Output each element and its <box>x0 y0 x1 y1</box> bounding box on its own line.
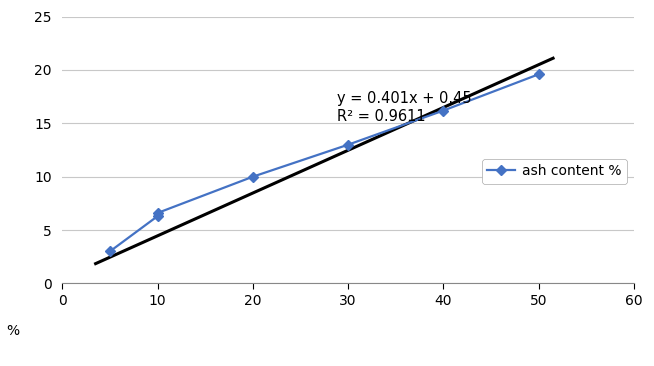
Line: ash content %: ash content % <box>107 71 542 255</box>
ash content % <box>439 108 447 113</box>
ash content % <box>154 214 162 219</box>
ash content % <box>249 175 257 179</box>
Text: %: % <box>7 324 20 338</box>
Text: y = 0.401x + 0.45
R² = 0.9611: y = 0.401x + 0.45 R² = 0.9611 <box>337 91 472 124</box>
ash content % <box>106 249 114 254</box>
ash content % <box>154 211 162 215</box>
ash content % <box>535 72 543 76</box>
ash content % <box>344 142 352 147</box>
Legend: ash content %: ash content % <box>482 159 627 184</box>
